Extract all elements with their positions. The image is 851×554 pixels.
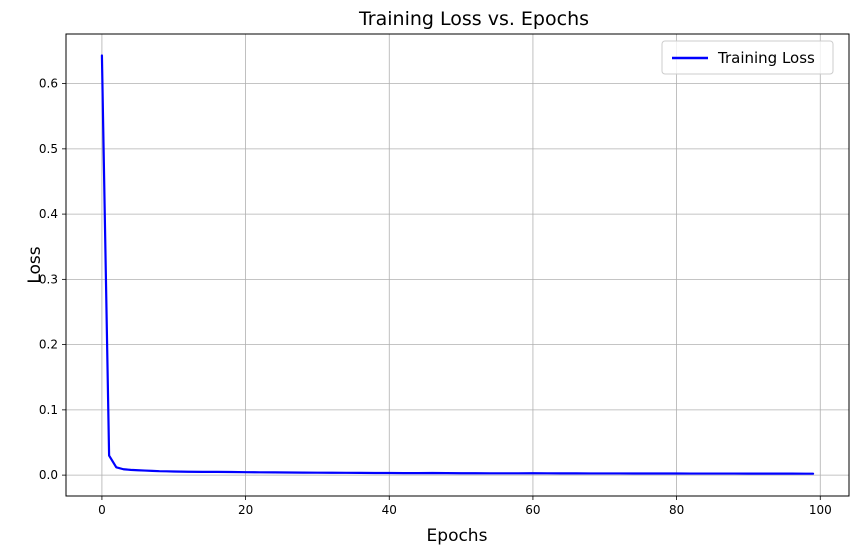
y-tick-label: 0.5 [39, 142, 58, 156]
y-tick-label: 0.4 [39, 207, 58, 221]
y-axis-label: Loss [25, 246, 45, 283]
x-tick-label: 60 [525, 503, 540, 517]
series-line-training-loss [100, 54, 815, 475]
x-tick-label: 80 [669, 503, 684, 517]
x-tick-label: 0 [98, 503, 106, 517]
y-tick-label: 0.6 [39, 77, 58, 91]
y-tick-label: 0.1 [39, 403, 58, 417]
x-axis-ticks: 0 20 40 60 80 100 [98, 496, 832, 517]
x-tick-label: 100 [809, 503, 832, 517]
y-tick-label: 0.3 [39, 272, 58, 286]
plot-frame [65, 33, 850, 497]
x-tick-label: 20 [238, 503, 253, 517]
grid [66, 34, 849, 496]
y-tick-label: 0.2 [39, 338, 58, 352]
y-axis-ticks: 0.0 0.1 0.2 0.3 0.4 0.5 0.6 [39, 77, 66, 482]
x-tick-label: 40 [382, 503, 397, 517]
legend-box [661, 40, 834, 75]
y-tick-label: 0.0 [39, 468, 58, 482]
x-axis-label: Epochs [427, 526, 488, 546]
legend-label-training-loss: Training Loss [717, 49, 815, 67]
legend: Training Loss [661, 40, 834, 75]
chart-title: Training Loss vs. Epochs [358, 8, 589, 30]
series-layer [100, 54, 815, 475]
